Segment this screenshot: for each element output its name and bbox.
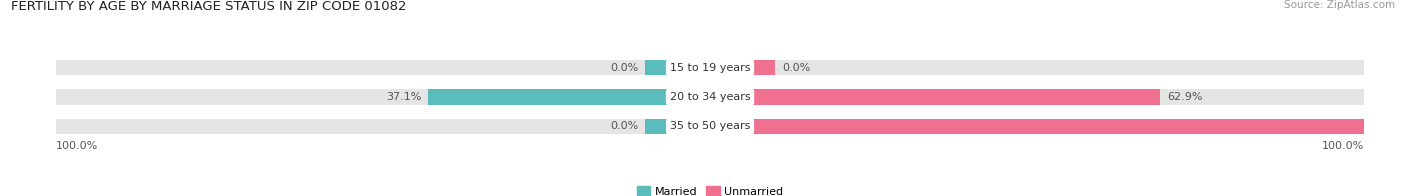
Text: FERTILITY BY AGE BY MARRIAGE STATUS IN ZIP CODE 01082: FERTILITY BY AGE BY MARRIAGE STATUS IN Z… [11,0,406,13]
Text: 15 to 19 years: 15 to 19 years [669,63,751,73]
Bar [749,89,1160,105]
Text: Source: ZipAtlas.com: Source: ZipAtlas.com [1284,0,1395,10]
Bar [710,119,1364,134]
Text: 35 to 50 years: 35 to 50 years [669,121,751,132]
Bar [644,119,671,134]
Text: 0.0%: 0.0% [782,63,810,73]
Bar [56,60,710,75]
Bar [644,60,671,75]
Bar [56,119,710,134]
Text: 100.0%: 100.0% [1322,141,1364,151]
Bar [749,60,776,75]
Text: 0.0%: 0.0% [610,63,638,73]
Text: 0.0%: 0.0% [610,121,638,132]
Bar [429,89,671,105]
Text: 100.0%: 100.0% [56,141,98,151]
Text: 62.9%: 62.9% [1167,92,1202,102]
Bar [710,89,1364,105]
Bar [710,60,1364,75]
Text: 20 to 34 years: 20 to 34 years [669,92,751,102]
Legend: Married, Unmarried: Married, Unmarried [633,181,787,196]
Text: 37.1%: 37.1% [387,92,422,102]
Bar [749,119,1403,134]
Bar [56,89,710,105]
